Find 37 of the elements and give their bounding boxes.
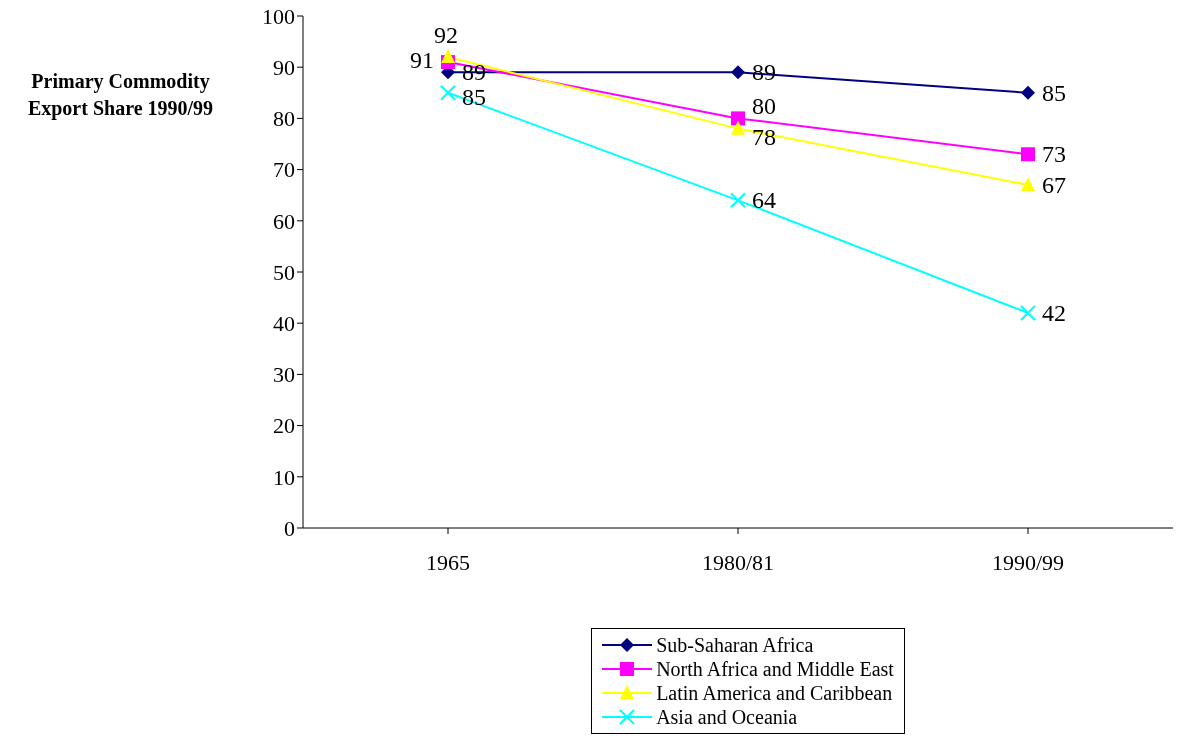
y-tick-label: 90 <box>273 55 295 81</box>
point <box>730 192 746 209</box>
point <box>731 111 745 126</box>
y-tick-label: 60 <box>273 208 295 234</box>
y-tick-label: 20 <box>273 413 295 439</box>
data-label: 67 <box>1042 171 1066 198</box>
data-label: 92 <box>434 21 458 48</box>
point <box>1021 147 1035 162</box>
point <box>440 84 456 101</box>
y-tick-label: 80 <box>273 106 295 132</box>
y-tick-label: 0 <box>284 515 295 541</box>
legend-label: Asia and Oceania <box>656 705 798 729</box>
x-tick-label: 1980/81 <box>701 549 775 575</box>
point <box>441 48 455 63</box>
point <box>1021 176 1035 191</box>
data-label: 80 <box>752 93 776 120</box>
y-tick-label: 40 <box>273 311 295 337</box>
point <box>1021 85 1035 100</box>
data-label: 91 <box>410 47 434 74</box>
point <box>731 120 745 135</box>
data-label: 73 <box>1042 141 1066 168</box>
legend-label: Latin America and Caribbean <box>656 681 893 705</box>
x-tick-label: 1990/99 <box>991 549 1065 575</box>
y-tick-label: 50 <box>273 259 295 285</box>
y-axis-title: Primary Commodity Export Share 1990/99 <box>26 69 215 122</box>
y-tick-label: 10 <box>273 464 295 490</box>
point <box>731 65 745 80</box>
data-label: 64 <box>752 187 776 214</box>
legend-label: Sub-Saharan Africa <box>656 633 814 657</box>
point <box>1020 304 1036 321</box>
data-label: 42 <box>1042 299 1066 326</box>
y-tick-label: 70 <box>273 157 295 183</box>
legend-label: North Africa and Middle East <box>656 657 894 681</box>
x-tick-label: 1965 <box>426 549 470 575</box>
data-label: 85 <box>1042 79 1066 106</box>
y-tick-label: 30 <box>273 362 295 388</box>
y-tick-label: 100 <box>262 3 295 29</box>
